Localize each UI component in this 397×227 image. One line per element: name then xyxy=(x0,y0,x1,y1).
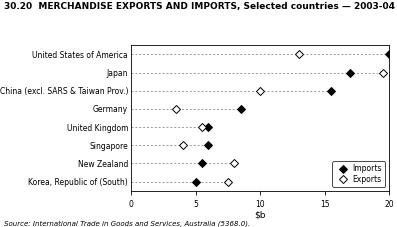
Text: 30.20  MERCHANDISE EXPORTS AND IMPORTS, Selected countries — 2003-04: 30.20 MERCHANDISE EXPORTS AND IMPORTS, S… xyxy=(4,2,395,11)
X-axis label: $b: $b xyxy=(254,210,266,219)
Text: Source: International Trade in Goods and Services, Australia (5368.0).: Source: International Trade in Goods and… xyxy=(4,220,250,227)
Legend: Imports, Exports: Imports, Exports xyxy=(332,161,385,187)
